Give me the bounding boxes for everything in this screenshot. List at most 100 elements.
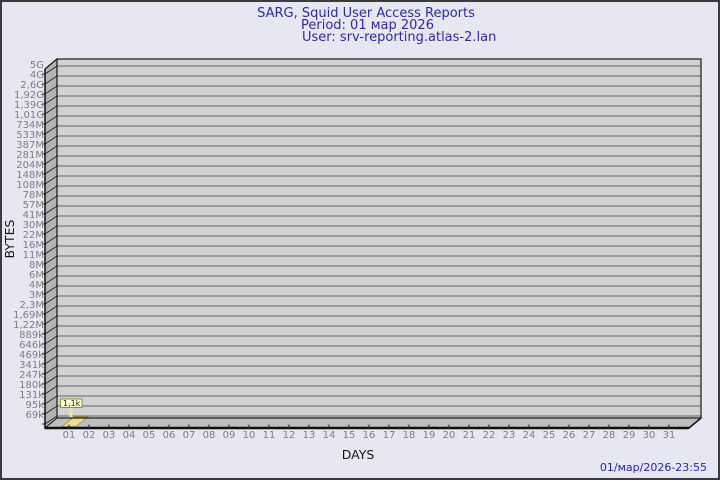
chart-user: User: srv-reporting.atlas-2.lan <box>302 30 496 45</box>
x-tick-label: 30 <box>643 430 656 441</box>
y-tick-labels: 5G4G2,6G1,92G1,39G1,01G734M533M387M281M2… <box>13 60 44 421</box>
x-tick-label: 07 <box>183 430 196 441</box>
y-tick-depth-line <box>44 105 58 115</box>
y-tick-depth-line <box>44 285 58 295</box>
y-tick-depth-line <box>44 325 58 335</box>
x-tick-label: 10 <box>243 430 256 441</box>
y-tick-label: 3M <box>29 290 44 301</box>
y-tick-depth-line <box>44 145 58 155</box>
y-tick-depth-line <box>44 335 58 345</box>
y-tick-depth-line <box>44 195 58 205</box>
y-tick-label: 57M <box>23 200 44 211</box>
x-tick-label: 22 <box>483 430 496 441</box>
y-tick-label: 889k <box>19 330 44 341</box>
x-tick-label: 03 <box>103 430 116 441</box>
y-tick-depth-line <box>44 375 58 385</box>
y-tick-label: 1,69M <box>13 310 44 321</box>
x-tick-label: 19 <box>423 430 436 441</box>
y-tick-depth-line <box>44 415 58 425</box>
x-tick-label: 09 <box>223 430 236 441</box>
plot-border <box>56 58 702 419</box>
plot-area <box>57 59 701 418</box>
y-tick-depth-line <box>44 365 58 375</box>
y-tick-label: 387M <box>16 140 44 151</box>
floor-3d <box>43 417 703 429</box>
y-tick-label: 78M <box>23 190 44 201</box>
y-tick-label: 204M <box>16 160 44 171</box>
y-tick-depth-line <box>44 175 58 185</box>
y-tick-label: 8M <box>29 260 44 271</box>
x-tick-label: 16 <box>363 430 376 441</box>
y-tick-depth-line <box>44 95 58 105</box>
y-tick-label: 69k <box>25 410 44 421</box>
chart-period: Period: 01 мар 2026 <box>301 18 434 33</box>
y-tick-label: 16M <box>23 240 44 251</box>
y-tick-depth-line <box>44 405 58 415</box>
y-tick-depth-line <box>44 385 58 395</box>
x-tick-label: 15 <box>343 430 356 441</box>
y-tick-label: 2,3M <box>19 300 44 311</box>
x-tick-label: 21 <box>463 430 476 441</box>
x-tick-label: 12 <box>283 430 296 441</box>
y-tick-label: 108M <box>16 180 44 191</box>
y-tick-label: 148M <box>16 170 44 181</box>
y-tick-label: 734M <box>16 120 44 131</box>
y-tick-depth-line <box>44 65 58 75</box>
y-tick-label: 1,22M <box>13 320 44 331</box>
y-tick-label: 469k <box>19 350 44 361</box>
report-timestamp: 01/мар/2026-23:55 <box>600 461 707 474</box>
wall-ticks-layer <box>42 65 58 425</box>
y-tick-depth-line <box>44 265 58 275</box>
bar-callout-box <box>60 398 83 408</box>
y-tick-depth-line <box>44 75 58 85</box>
y-tick-depth-line <box>44 185 58 195</box>
y-tick-depth-line <box>44 205 58 215</box>
y-tick-depth-line <box>44 295 58 305</box>
x-tick-label: 13 <box>303 430 316 441</box>
x-tick-label: 14 <box>323 430 336 441</box>
y-tick-label: 4G <box>30 70 44 81</box>
y-tick-label: 30M <box>23 220 44 231</box>
x-axis-title: DAYS <box>342 447 375 462</box>
y-tick-depth-line <box>44 165 58 175</box>
x-tick-label: 02 <box>83 430 96 441</box>
y-tick-depth-line <box>44 225 58 235</box>
y-tick-label: 2,6G <box>20 80 44 91</box>
y-tick-label: 247k <box>19 370 44 381</box>
y-tick-depth-line <box>44 85 58 95</box>
x-tick-label: 17 <box>383 430 396 441</box>
x-tick-label: 04 <box>123 430 136 441</box>
bar-callout-value: 1,1k <box>63 399 81 408</box>
y-tick-label: 131k <box>19 390 44 401</box>
x-tick-label: 05 <box>143 430 156 441</box>
y-tick-depth-line <box>44 235 58 245</box>
y-tick-depth-line <box>44 255 58 265</box>
top-left-depth-edge <box>44 58 58 70</box>
y-tick-label: 5G <box>30 60 44 71</box>
bar-callout-layer: 1,1k <box>60 398 83 417</box>
y-tick-depth-line <box>44 115 58 125</box>
bottom-right-depth-edge <box>688 417 702 429</box>
y-tick-label: 95k <box>25 400 44 411</box>
y-tick-depth-line <box>44 355 58 365</box>
grid-layer <box>57 65 701 417</box>
y-tick-depth-line <box>44 155 58 165</box>
x-tick-label: 01 <box>63 430 76 441</box>
x-tick-label: 23 <box>503 430 516 441</box>
x-tick-label: 20 <box>443 430 456 441</box>
y-tick-label: 41M <box>23 210 44 221</box>
y-tick-depth-line <box>44 275 58 285</box>
y-tick-depth-line <box>44 305 58 315</box>
x-tick-label: 24 <box>523 430 536 441</box>
y-tick-label: 22M <box>23 230 44 241</box>
y-tick-label: 180k <box>19 380 44 391</box>
x-tick-label: 27 <box>583 430 596 441</box>
y-tick-label: 11M <box>23 250 44 261</box>
y-tick-label: 281M <box>16 150 44 161</box>
x-tick-label: 29 <box>623 430 636 441</box>
y-tick-depth-line <box>44 245 58 255</box>
y-tick-label: 1,01G <box>14 110 44 121</box>
y-tick-label: 646k <box>19 340 44 351</box>
x-tick-label: 11 <box>263 430 276 441</box>
